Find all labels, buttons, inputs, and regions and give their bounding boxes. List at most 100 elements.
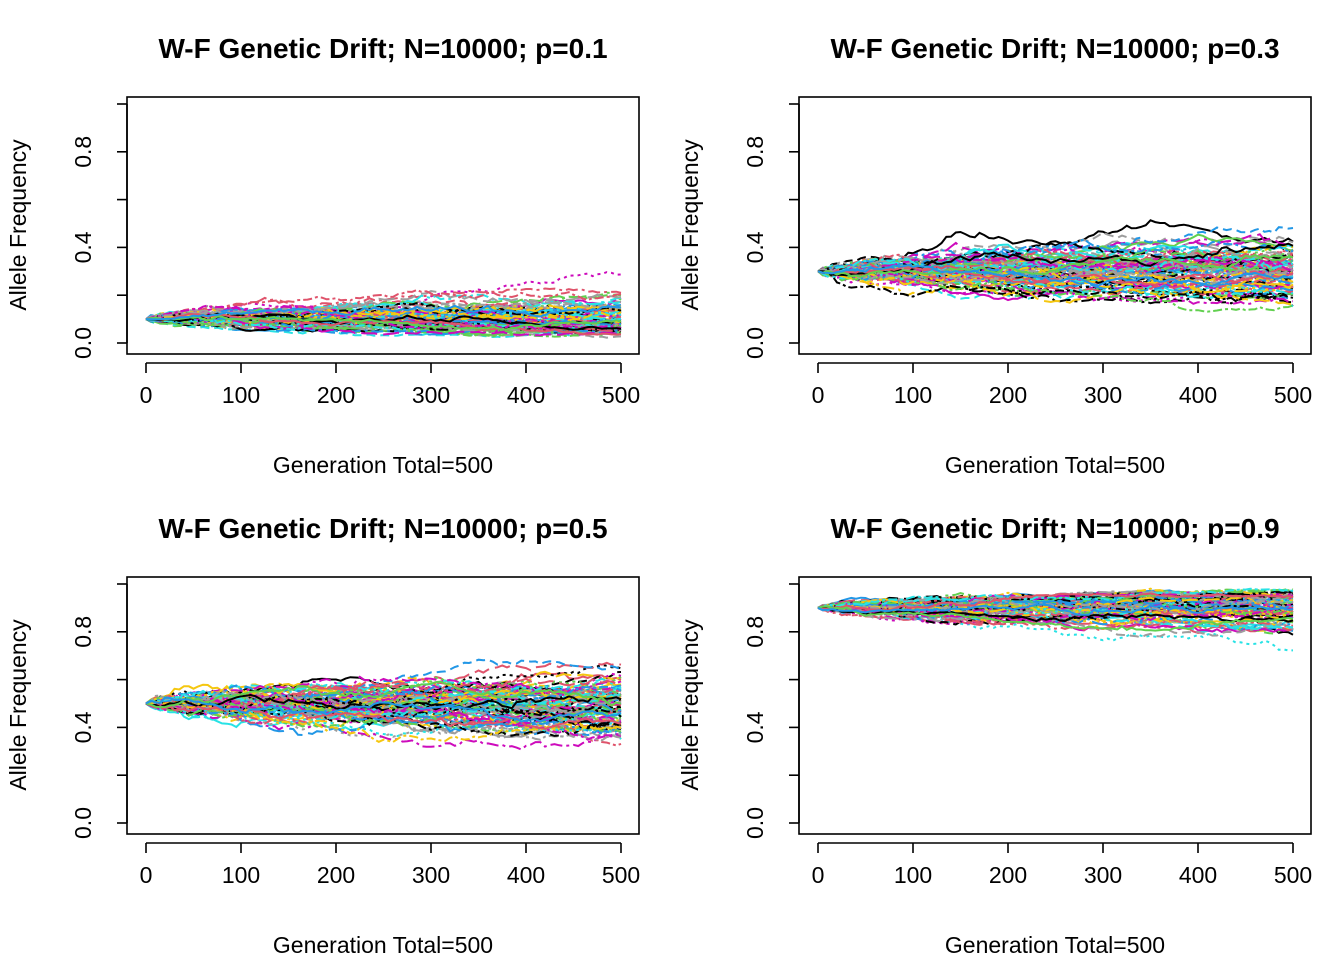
series-line — [817, 606, 1294, 623]
chart-title: W-F Genetic Drift; N=10000; p=0.5 — [158, 513, 607, 544]
series-line — [817, 248, 1294, 276]
y-axis: 0.0 0.4 0.8 — [742, 103, 800, 359]
plot-area — [817, 587, 1294, 652]
series-line — [145, 680, 622, 709]
x-tick-label: 300 — [412, 382, 450, 408]
x-axis-label: Generation Total=500 — [273, 452, 493, 478]
series-line — [817, 605, 1293, 652]
x-tick-label: 200 — [317, 862, 355, 888]
x-tick-label: 200 — [989, 862, 1027, 888]
series-line — [817, 266, 1294, 297]
series-line — [817, 270, 1294, 303]
plot-area — [817, 219, 1294, 313]
series-line — [817, 605, 1294, 632]
series-line — [817, 268, 1294, 297]
x-tick-label: 300 — [1084, 382, 1122, 408]
series-line — [145, 689, 622, 717]
chart-title: W-F Genetic Drift; N=10000; p=0.3 — [830, 33, 1279, 64]
x-tick-label: 100 — [894, 382, 932, 408]
plot-area — [145, 658, 622, 751]
series-line — [145, 304, 622, 322]
series-line — [145, 689, 622, 717]
series-line — [817, 587, 1294, 609]
y-axis: 0.0 0.4 0.8 — [742, 583, 800, 839]
series-line — [145, 677, 622, 710]
y-tick-label: 0.4 — [70, 231, 96, 263]
x-tick-label: 400 — [1179, 382, 1217, 408]
x-tick-label: 400 — [507, 862, 545, 888]
x-tick-label: 400 — [1179, 862, 1217, 888]
panel-p03: W-F Genetic Drift; N=10000; p=0.3 0 100 20… — [677, 33, 1312, 478]
chart-title: W-F Genetic Drift; N=10000; p=0.9 — [830, 513, 1279, 544]
series-line — [145, 675, 622, 711]
series-line — [817, 596, 1294, 615]
series-line — [817, 603, 1294, 616]
series-line — [145, 670, 622, 710]
y-axis: 0.0 0.4 0.8 — [70, 583, 128, 839]
series-line — [817, 248, 1294, 273]
y-tick-label: 0.4 — [70, 711, 96, 743]
x-tick-label: 0 — [140, 382, 153, 408]
series-line — [817, 268, 1294, 306]
series-line — [817, 606, 1294, 631]
series-line — [817, 606, 1294, 632]
series-line — [817, 270, 1294, 303]
series-line — [817, 247, 1294, 281]
x-tick-label: 300 — [1084, 862, 1122, 888]
x-axis-label: Generation Total=500 — [273, 932, 493, 958]
chart-title: W-F Genetic Drift; N=10000; p=0.1 — [158, 33, 607, 64]
y-tick-label: 0.0 — [70, 807, 96, 839]
series-line — [817, 253, 1294, 275]
y-axis-label: Allele Frequency — [5, 139, 31, 311]
series-line — [145, 317, 622, 334]
series-line — [145, 699, 622, 720]
y-tick-label: 0.0 — [742, 807, 768, 839]
series-line — [145, 658, 622, 707]
series-line — [145, 695, 622, 739]
y-axis-label: Allele Frequency — [5, 619, 31, 791]
y-tick-label: 0.8 — [70, 136, 96, 168]
series-line — [817, 245, 1294, 277]
x-axis-label: Generation Total=500 — [945, 932, 1165, 958]
series-line — [145, 302, 622, 323]
series-line — [145, 696, 622, 723]
x-axis: 0 100 200 300 400 500 — [812, 842, 1312, 888]
series-line — [145, 675, 622, 706]
series-line — [145, 697, 622, 727]
series-line — [817, 600, 1294, 611]
x-axis: 0 100 200 300 400 500 — [812, 362, 1312, 408]
x-tick-label: 400 — [507, 382, 545, 408]
series-line — [817, 256, 1294, 278]
x-tick-label: 500 — [1274, 862, 1312, 888]
x-tick-label: 200 — [317, 382, 355, 408]
series-line — [817, 226, 1294, 273]
y-tick-label: 0.4 — [742, 711, 768, 743]
panel-p05: W-F Genetic Drift; N=10000; p=0.5 0 100 20… — [5, 513, 640, 958]
series-line — [817, 592, 1294, 612]
series-line — [145, 701, 622, 739]
y-axis-label: Allele Frequency — [677, 619, 703, 791]
y-tick-label: 0.0 — [70, 327, 96, 359]
x-tick-label: 500 — [1274, 382, 1312, 408]
series-line — [145, 312, 622, 336]
x-tick-label: 100 — [894, 862, 932, 888]
series-line — [817, 268, 1294, 308]
x-tick-label: 0 — [812, 382, 825, 408]
y-tick-label: 0.4 — [742, 231, 768, 263]
x-tick-label: 200 — [989, 382, 1027, 408]
series-line — [817, 247, 1294, 280]
x-tick-label: 0 — [140, 862, 153, 888]
y-tick-label: 0.0 — [742, 327, 768, 359]
series-line — [818, 242, 1294, 277]
y-axis: 0.0 0.4 0.8 — [70, 103, 128, 359]
y-tick-label: 0.8 — [70, 616, 96, 648]
panel-p09: W-F Genetic Drift; N=10000; p=0.9 0 100 20… — [677, 513, 1312, 958]
x-tick-label: 500 — [602, 862, 640, 888]
series-line — [145, 701, 622, 740]
y-axis-label: Allele Frequency — [677, 139, 703, 311]
x-axis: 0 100 200 300 400 500 — [140, 362, 640, 408]
series-line — [817, 601, 1294, 618]
series-line — [145, 304, 622, 321]
series-line — [817, 255, 1294, 275]
